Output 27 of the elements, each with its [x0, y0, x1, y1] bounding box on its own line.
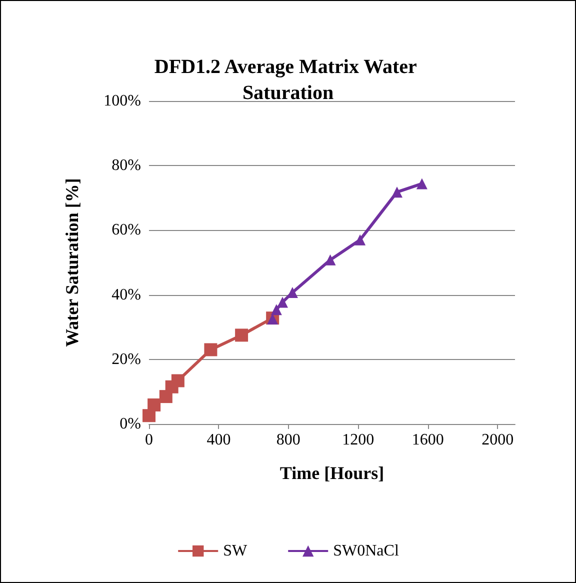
x-tick-label: 2000 — [482, 432, 514, 448]
x-tick-label: 400 — [206, 432, 231, 448]
y-axis-title: Water Saturation [%] — [62, 178, 82, 347]
x-axis-title: Time [Hours] — [280, 463, 384, 483]
y-tick-label: 60% — [112, 222, 141, 239]
point — [148, 398, 161, 412]
legend-label: SW0NaCl — [333, 542, 400, 560]
point — [354, 234, 366, 246]
point — [270, 304, 282, 316]
point — [392, 186, 403, 198]
legend-label: SW — [223, 542, 248, 560]
point — [235, 328, 248, 342]
x-tick-label: 1600 — [412, 432, 444, 448]
chart-title: DFD1.2 Average Matrix Water Saturation — [154, 56, 422, 104]
y-tick-label: 20% — [112, 350, 141, 368]
x-tick-label: 0 — [145, 432, 153, 448]
y-tick-label: 40% — [112, 286, 141, 304]
x-tick-label: 1200 — [342, 432, 374, 448]
point — [204, 343, 218, 356]
point — [324, 254, 336, 266]
y-tick-label: 80% — [112, 157, 141, 174]
point — [277, 296, 288, 308]
x-tick-label: 800 — [276, 432, 300, 448]
y-tick-label: 0% — [120, 416, 141, 432]
point — [171, 374, 184, 388]
point — [416, 178, 428, 190]
y-tick-label: 100% — [104, 92, 141, 110]
